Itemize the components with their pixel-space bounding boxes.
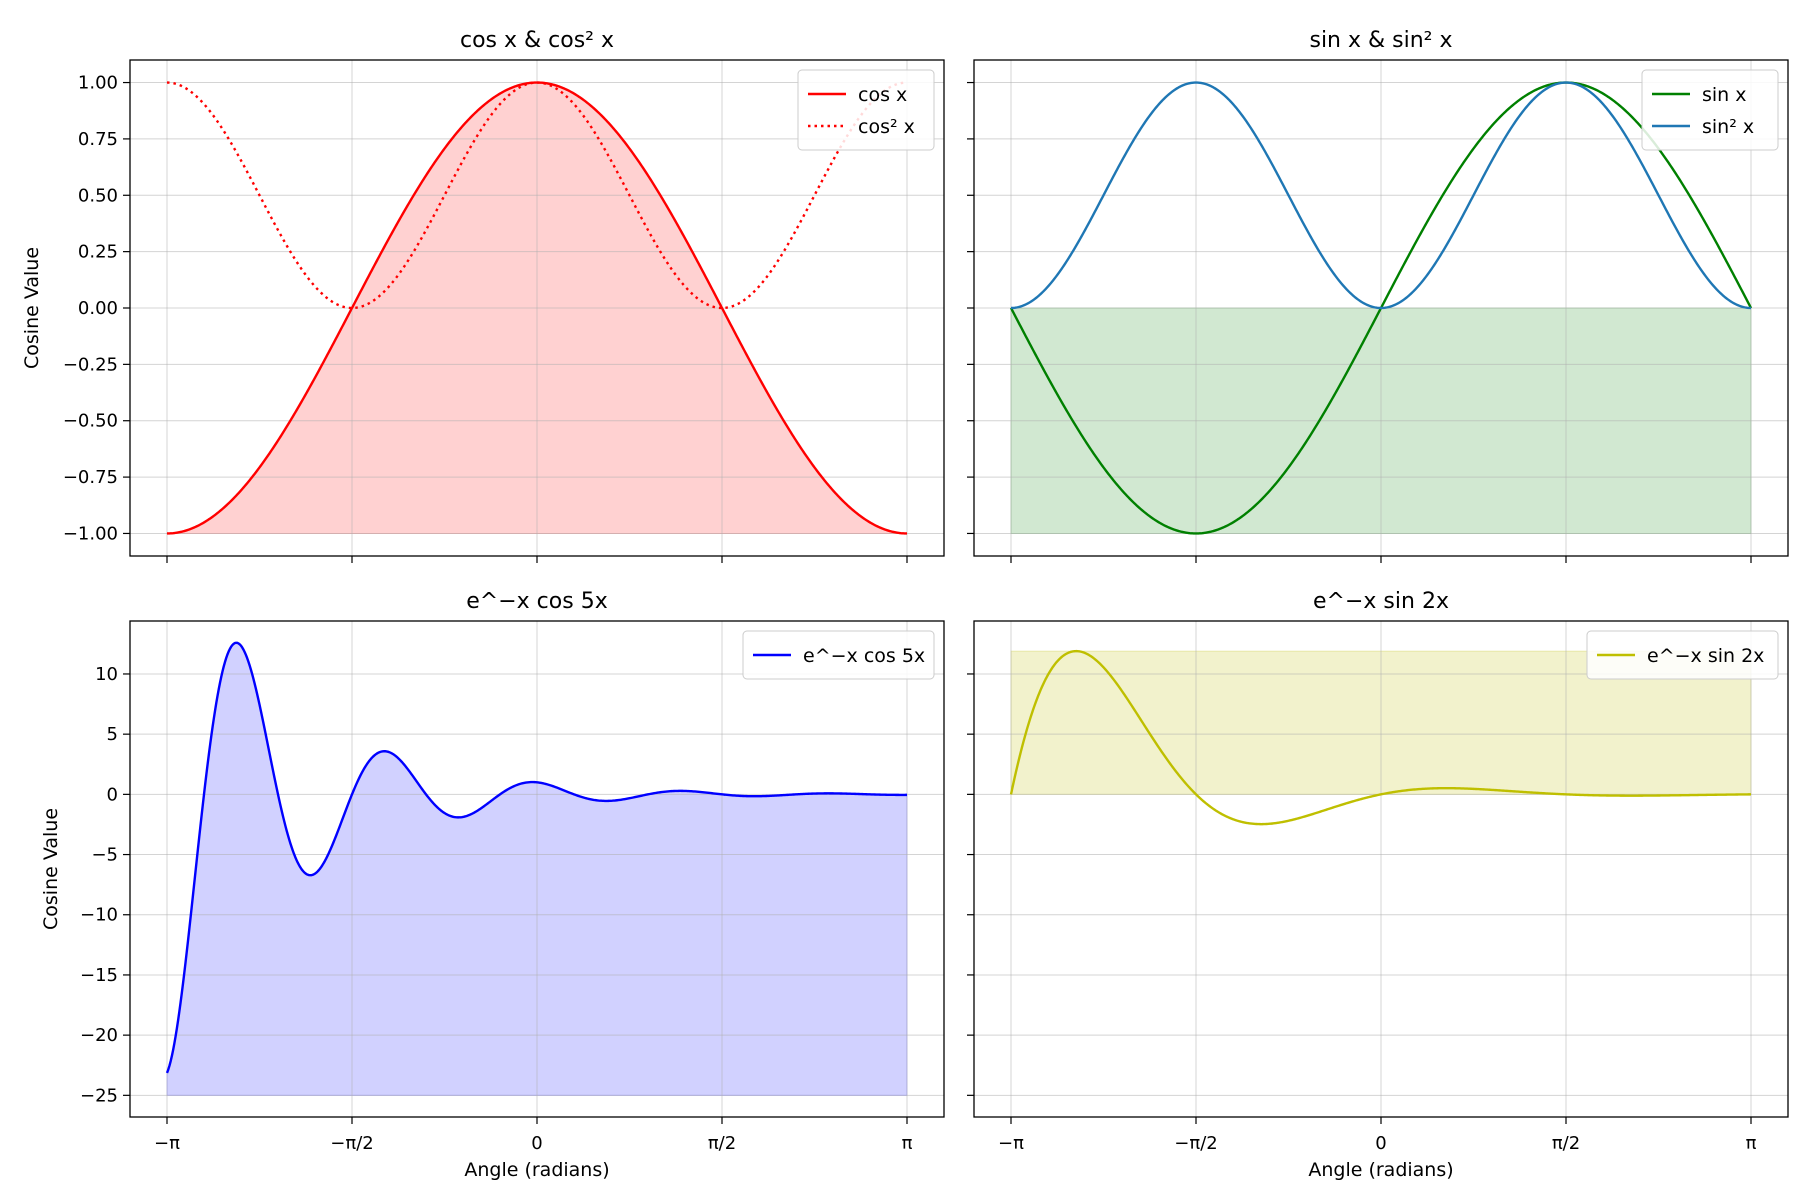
series-line (165, 641, 907, 1074)
y-tick-label: 1.00 (78, 73, 118, 94)
legend-box (742, 630, 935, 680)
legend: cos x cos² x (797, 69, 935, 151)
legend: e^−x sin 2x (1586, 630, 1779, 680)
y-tick-label: 0.75 (78, 129, 118, 150)
y-tick-label: 0.25 (78, 242, 118, 263)
series-line (1009, 649, 1752, 826)
y-tick-label: −5 (91, 845, 118, 866)
y-tick-label: −20 (80, 1025, 118, 1046)
y-tick-label: −25 (80, 1085, 118, 1106)
legend-label: cos² x (858, 116, 915, 138)
legend-label: sin x (1702, 84, 1747, 106)
x-axis-label: Angle (radians) (1308, 1159, 1453, 1181)
legend: e^−x cos 5x (742, 630, 935, 680)
legend-label: cos x (858, 84, 907, 106)
y-axis-label: Cosine Value (21, 247, 43, 369)
y-tick-label: 0.00 (78, 298, 118, 319)
chart-title: sin x & sin² x (1309, 28, 1452, 53)
series-layer (166, 81, 908, 535)
legend-label: e^−x sin 2x (1647, 645, 1764, 667)
subplot-expcos: −π −π/2 0 π/2 π −25 −20 −15 −10 −5 0 5 10 e^−x cos 5… (40, 589, 945, 1181)
ticks-layer (967, 81, 1752, 563)
x-tick-label: −π/2 (1174, 1133, 1217, 1154)
grid-layer (130, 60, 944, 556)
subplot-sin: sin x & sin² x sin x sin² x (967, 28, 1789, 563)
legend-box (1586, 630, 1779, 680)
x-axis-label: Angle (radians) (464, 1159, 609, 1181)
legend: sin x sin² x (1641, 69, 1779, 151)
x-tick-label: 0 (1375, 1133, 1386, 1154)
y-tick-label: −0.25 (63, 354, 118, 375)
y-tick-label: −0.75 (63, 467, 118, 488)
series-layer (1009, 649, 1752, 826)
series-line (166, 81, 908, 310)
ticks-layer: −1.00 −0.75 −0.50 −0.25 0.00 0.25 0.50 0.75 1.00 (63, 73, 908, 563)
subplot-expsin: −π −π/2 0 π/2 π e^−x sin 2x Angle (radians) … (967, 589, 1789, 1181)
x-tick-label: −π (998, 1133, 1024, 1154)
y-tick-label: 5 (107, 724, 118, 745)
legend-label: e^−x cos 5x (803, 645, 925, 667)
chart-title: e^−x cos 5x (466, 589, 607, 614)
ticks-layer: −π −π/2 0 π/2 π (967, 673, 1757, 1154)
y-tick-label: −15 (80, 965, 118, 986)
y-tick-label: 0.50 (78, 185, 118, 206)
x-tick-label: 0 (531, 1133, 542, 1154)
series-line (1010, 81, 1752, 310)
legend-label: sin² x (1702, 116, 1754, 138)
y-tick-label: 10 (95, 664, 118, 685)
y-tick-label: −0.50 (63, 411, 118, 432)
x-tick-label: −π/2 (330, 1133, 373, 1154)
chart-title: e^−x sin 2x (1313, 589, 1449, 614)
chart-title: cos x & cos² x (460, 28, 614, 53)
series-layer (1009, 81, 1753, 535)
y-tick-label: 0 (107, 784, 118, 805)
x-tick-label: π/2 (708, 1133, 736, 1154)
y-axis-label: Cosine Value (40, 808, 62, 930)
y-tick-label: −1.00 (63, 523, 118, 544)
x-tick-label: π (902, 1133, 913, 1154)
legend-box (797, 69, 935, 151)
series-layer (165, 641, 907, 1074)
x-tick-label: π (1746, 1133, 1757, 1154)
x-tick-label: π/2 (1552, 1133, 1580, 1154)
series-line (166, 81, 908, 535)
legend-box (1641, 69, 1779, 151)
y-tick-label: −10 (80, 905, 118, 926)
x-tick-label: −π (154, 1133, 180, 1154)
ticks-layer: −π −π/2 0 π/2 π −25 −20 −15 −10 −5 0 5 10 (80, 664, 913, 1154)
subplot-cos: −1.00 −0.75 −0.50 −0.25 0.00 0.25 0.50 0.75 1.00… (21, 28, 945, 563)
